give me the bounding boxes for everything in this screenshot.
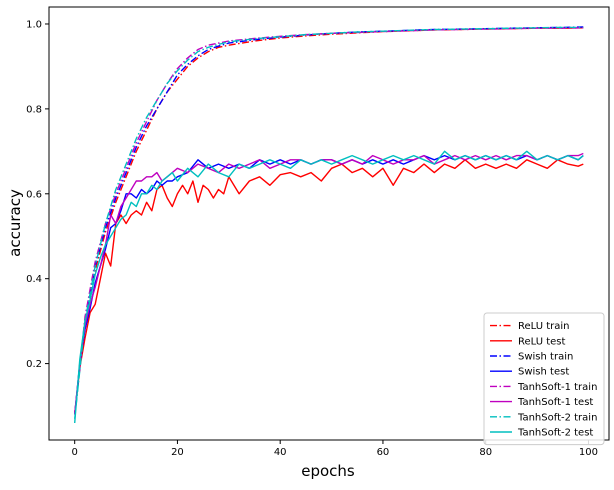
y-tick-label: 0.6 bbox=[26, 189, 42, 200]
y-tick-label: 0.4 bbox=[26, 274, 42, 285]
legend-label: ReLU test bbox=[518, 336, 566, 347]
legend-label: Swish test bbox=[518, 367, 569, 378]
series-layer bbox=[74, 26, 584, 424]
series-line-relu-test bbox=[74, 159, 584, 415]
series-line-tanhsoft-1-train bbox=[74, 27, 584, 415]
x-tick-label: 20 bbox=[171, 447, 184, 458]
y-tick-label: 1.0 bbox=[26, 19, 42, 30]
x-tick-label: 100 bbox=[579, 447, 598, 458]
y-tick-label: 0.8 bbox=[26, 104, 42, 115]
x-tick-label: 0 bbox=[72, 447, 78, 458]
legend-label: TanhSoft-2 train bbox=[517, 412, 597, 423]
plot-frame bbox=[48, 6, 610, 441]
ticks-layer: 0 20 40 60 80 100 0.2 0.4 0.6 0.8 1.0 bbox=[26, 19, 598, 458]
legend-label: TanhSoft-2 test bbox=[517, 428, 593, 439]
legend-box bbox=[483, 312, 605, 446]
x-tick-label: 60 bbox=[377, 447, 390, 458]
legend: ReLU train ReLU test Swish train Swish test… bbox=[483, 312, 605, 446]
x-axis-label: epochs bbox=[301, 462, 355, 480]
x-tick-label: 40 bbox=[274, 447, 287, 458]
legend-label: ReLU train bbox=[518, 321, 570, 332]
series-line-tanhsoft-2-train bbox=[74, 26, 584, 419]
series-line-tanhsoft-2-test bbox=[74, 150, 584, 424]
legend-label: TanhSoft-1 test bbox=[517, 397, 593, 408]
series-line-swish-train bbox=[74, 26, 584, 415]
y-tick-label: 0.2 bbox=[26, 359, 42, 370]
x-tick-label: 80 bbox=[479, 447, 492, 458]
legend-label: Swish train bbox=[518, 352, 573, 363]
y-axis-label: accuracy bbox=[6, 189, 24, 257]
legend-label: TanhSoft-1 train bbox=[517, 382, 597, 393]
